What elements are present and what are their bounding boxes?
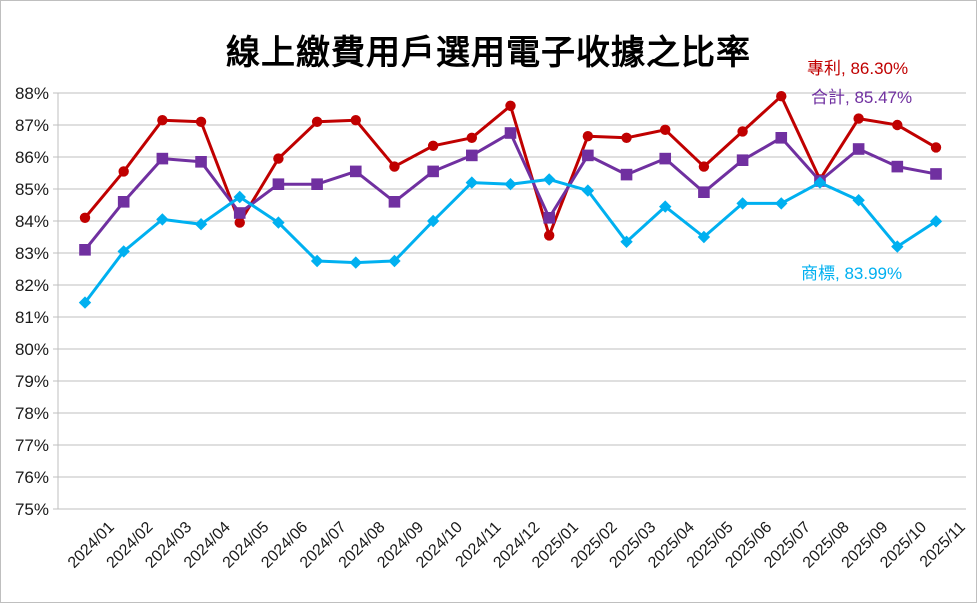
series-marker-square <box>930 168 942 180</box>
series-end-label-2: 商標, 83.99% <box>801 264 902 283</box>
series-marker-square <box>349 165 362 178</box>
series-marker-square <box>620 168 633 181</box>
series-marker-circle <box>311 116 323 128</box>
series-marker-diamond <box>465 176 479 189</box>
series-marker-square <box>582 149 594 162</box>
series-marker-circle <box>892 119 903 131</box>
y-axis-tick-label: 81% <box>15 308 49 327</box>
series-marker-square <box>543 212 555 224</box>
series-marker-diamond <box>929 215 943 228</box>
series-marker-diamond <box>194 218 208 231</box>
series-marker-circle <box>118 166 129 177</box>
series-marker-square <box>388 196 401 208</box>
series-marker-diamond <box>891 240 904 253</box>
series-marker-diamond <box>813 176 827 189</box>
series-marker-circle <box>389 161 400 172</box>
series-marker-circle <box>776 91 787 102</box>
y-axis-tick-label: 76% <box>15 468 49 487</box>
series-marker-circle <box>660 124 671 135</box>
y-axis-tick-label: 84% <box>15 212 49 231</box>
series-marker-diamond <box>272 216 285 229</box>
series-marker-square <box>79 244 91 256</box>
y-axis-tick-label: 80% <box>15 340 49 359</box>
series-marker-circle <box>273 153 284 164</box>
y-axis-tick-label: 88% <box>15 84 49 103</box>
series-marker-diamond <box>349 256 362 269</box>
series-marker-circle <box>427 140 439 151</box>
series-marker-diamond <box>659 200 672 213</box>
y-axis-tick-label: 85% <box>15 180 49 199</box>
series-marker-diamond <box>736 197 749 210</box>
series-marker-diamond <box>78 296 92 309</box>
series-marker-square <box>311 178 323 190</box>
series-marker-circle <box>350 115 361 126</box>
chart-title: 線上繳費用戶選用電子收據之比率 <box>226 34 751 72</box>
y-axis-tick-label: 78% <box>15 404 49 423</box>
y-axis-tick-label: 83% <box>15 244 49 263</box>
series-marker-diamond <box>310 254 324 268</box>
series-marker-diamond <box>504 178 517 191</box>
y-axis-tick-label: 75% <box>15 500 49 519</box>
series-marker-square <box>736 154 749 166</box>
series-marker-square <box>659 152 672 165</box>
series-marker-square <box>775 132 788 144</box>
series-marker-square <box>852 143 865 155</box>
series-marker-diamond <box>233 190 246 204</box>
series-marker-circle <box>737 126 748 137</box>
series-marker-diamond <box>426 214 440 228</box>
series-marker-circle <box>930 142 942 153</box>
series-marker-circle <box>582 131 594 142</box>
series-marker-circle <box>466 132 478 143</box>
series-marker-circle <box>543 230 555 241</box>
series-marker-circle <box>157 115 168 126</box>
series-marker-diamond <box>117 245 130 258</box>
series-marker-diamond <box>852 194 865 207</box>
series-end-label-1: 合計, 85.47% <box>811 88 912 107</box>
series-marker-circle <box>853 113 864 124</box>
series-line-2 <box>83 177 937 304</box>
series-marker-square <box>427 165 439 178</box>
series-marker-circle <box>505 100 516 112</box>
series-marker-square <box>272 178 285 190</box>
series-marker-circle <box>195 116 207 128</box>
y-axis-tick-label: 77% <box>15 436 49 455</box>
series-marker-square <box>466 149 478 162</box>
series-marker-diamond <box>581 184 595 197</box>
series-marker-square <box>195 156 207 168</box>
y-axis-tick-label: 87% <box>15 116 49 135</box>
y-axis-tick-label: 82% <box>15 276 49 295</box>
series-marker-square <box>504 127 517 139</box>
series-marker-square <box>156 152 169 165</box>
series-marker-circle <box>79 212 91 223</box>
series-marker-square <box>233 207 246 219</box>
series-marker-diamond <box>697 230 711 244</box>
y-axis-tick-label: 86% <box>15 148 49 167</box>
series-marker-square <box>891 160 904 173</box>
series-marker-circle <box>234 217 245 228</box>
series-marker-square <box>117 196 130 208</box>
series-marker-diamond <box>620 235 633 248</box>
series-marker-circle <box>621 132 632 143</box>
series-marker-diamond <box>156 213 169 226</box>
series-marker-diamond <box>775 197 788 210</box>
series-marker-circle <box>698 161 710 172</box>
series-end-label-0: 專利, 86.30% <box>807 59 908 78</box>
series-marker-diamond <box>542 173 556 186</box>
series-marker-diamond <box>388 254 401 268</box>
y-axis-tick-label: 79% <box>15 372 49 391</box>
series-marker-square <box>698 186 710 198</box>
